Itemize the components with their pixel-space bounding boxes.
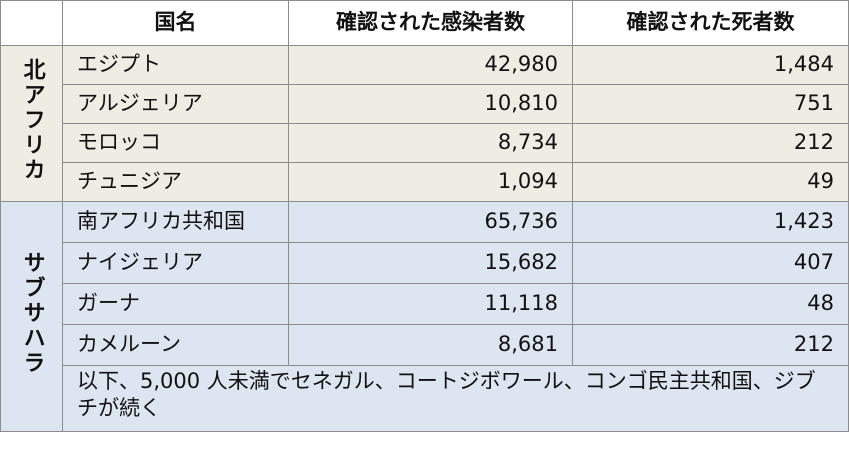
header-corner bbox=[0, 0, 63, 46]
group-name: 北アフリカ bbox=[19, 57, 45, 183]
deaths-cell: 1,423 bbox=[572, 201, 849, 243]
table-row: ガーナ 11,118 48 bbox=[1, 283, 849, 325]
header-cases: 確認された感染者数 bbox=[288, 0, 573, 46]
deaths-cell: 1,484 bbox=[572, 45, 849, 85]
table-row: チュニジア 1,094 49 bbox=[1, 162, 849, 202]
country-cell: チュニジア bbox=[62, 162, 289, 202]
country-cell: エジプト bbox=[62, 45, 289, 85]
cases-cell: 8,734 bbox=[288, 123, 573, 163]
table-row: 北アフリカ エジプト 42,980 1,484 bbox=[0, 45, 849, 202]
cases-cell: 15,682 bbox=[288, 242, 573, 284]
note-row: 以下、5,000 人未満でセネガル、コートジボワール、コンゴ民主共和国、ジブチが… bbox=[1, 365, 849, 432]
deaths-cell: 212 bbox=[572, 324, 849, 366]
table-row: ナイジェリア 15,682 407 bbox=[1, 242, 849, 284]
footnote: 以下、5,000 人未満でセネガル、コートジボワール、コンゴ民主共和国、ジブチが… bbox=[62, 365, 849, 432]
table-row: サブサハラ 南アフリカ共和国 65,736 1,423 bbox=[0, 201, 849, 432]
covid-africa-table: 国名 確認された感染者数 確認された死者数 北アフリカ エジプト 42,980 … bbox=[0, 0, 849, 432]
cases-cell: 42,980 bbox=[288, 45, 573, 85]
country-cell: 南アフリカ共和国 bbox=[62, 201, 289, 243]
group-label-north-africa: 北アフリカ bbox=[0, 45, 63, 202]
cases-cell: 11,118 bbox=[288, 283, 573, 325]
country-cell: アルジェリア bbox=[62, 84, 289, 124]
header-country: 国名 bbox=[62, 0, 289, 46]
cases-cell: 1,094 bbox=[288, 162, 573, 202]
country-cell: ガーナ bbox=[62, 283, 289, 325]
group-label-sub-saharan: サブサハラ bbox=[0, 201, 63, 432]
country-cell: ナイジェリア bbox=[62, 242, 289, 284]
header-row: 国名 確認された感染者数 確認された死者数 bbox=[0, 0, 849, 46]
cases-cell: 65,736 bbox=[288, 201, 573, 243]
country-cell: カメルーン bbox=[62, 324, 289, 366]
table-row: カメルーン 8,681 212 bbox=[1, 324, 849, 366]
deaths-cell: 48 bbox=[572, 283, 849, 325]
cases-cell: 8,681 bbox=[288, 324, 573, 366]
country-cell: モロッコ bbox=[62, 123, 289, 163]
group-name: サブサハラ bbox=[19, 250, 45, 376]
table-row: アルジェリア 10,810 751 bbox=[1, 84, 849, 124]
deaths-cell: 751 bbox=[572, 84, 849, 124]
deaths-cell: 49 bbox=[572, 162, 849, 202]
cases-cell: 10,810 bbox=[288, 84, 573, 124]
deaths-cell: 407 bbox=[572, 242, 849, 284]
header-deaths: 確認された死者数 bbox=[572, 0, 849, 46]
deaths-cell: 212 bbox=[572, 123, 849, 163]
table-row: モロッコ 8,734 212 bbox=[1, 123, 849, 163]
